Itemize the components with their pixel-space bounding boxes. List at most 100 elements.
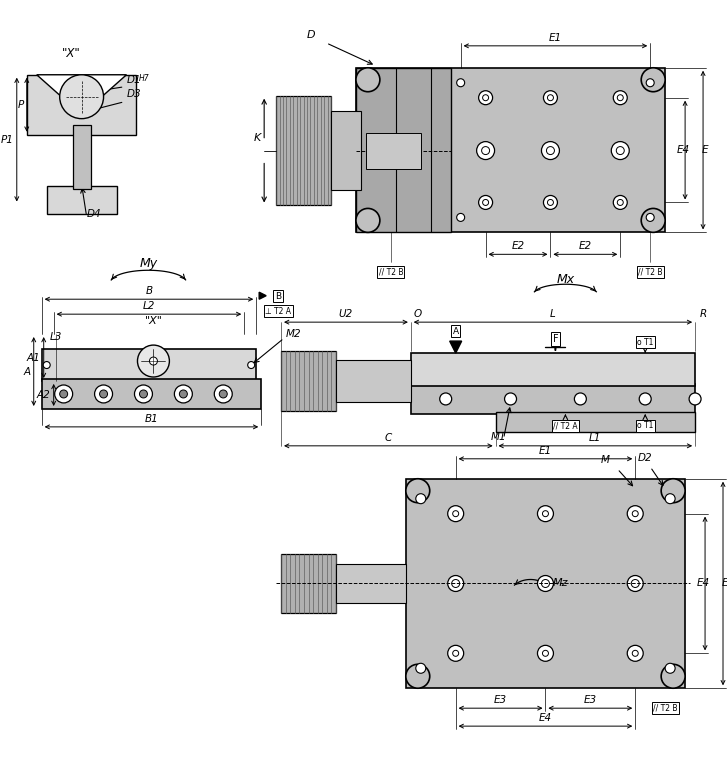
Text: C: C	[385, 433, 392, 442]
Circle shape	[406, 664, 430, 688]
Circle shape	[611, 142, 630, 159]
Text: B: B	[275, 291, 281, 301]
Circle shape	[641, 68, 665, 92]
Text: E4: E4	[539, 713, 552, 723]
Circle shape	[137, 345, 169, 377]
Circle shape	[140, 390, 148, 398]
Circle shape	[134, 385, 153, 403]
Text: A: A	[23, 367, 31, 376]
Text: R: R	[700, 309, 707, 319]
Text: E2: E2	[512, 241, 525, 251]
Bar	[356, 68, 451, 232]
Text: M1: M1	[491, 432, 506, 442]
Circle shape	[478, 196, 493, 209]
Text: E: E	[721, 578, 727, 588]
Circle shape	[542, 650, 548, 657]
Bar	[336, 360, 411, 402]
Text: D2: D2	[638, 453, 653, 463]
Circle shape	[100, 390, 108, 398]
Bar	[411, 384, 695, 414]
Circle shape	[616, 146, 624, 155]
Text: // T2 A: // T2 A	[553, 421, 578, 430]
Circle shape	[537, 505, 553, 521]
Text: D: D	[307, 30, 316, 40]
Circle shape	[689, 393, 701, 405]
Circle shape	[416, 493, 426, 504]
Bar	[27, 75, 137, 134]
Circle shape	[448, 575, 464, 591]
Circle shape	[43, 361, 50, 369]
Circle shape	[617, 95, 623, 101]
Text: D4: D4	[87, 209, 101, 219]
Text: H7: H7	[138, 74, 149, 83]
Circle shape	[614, 91, 627, 105]
Bar	[281, 553, 336, 613]
Text: E3: E3	[494, 695, 507, 705]
Circle shape	[150, 357, 158, 365]
Circle shape	[95, 385, 113, 403]
Text: My: My	[140, 257, 158, 270]
Circle shape	[547, 95, 553, 101]
Circle shape	[416, 663, 426, 673]
Circle shape	[483, 200, 489, 206]
Text: F: F	[553, 334, 558, 344]
Circle shape	[60, 390, 68, 398]
Circle shape	[632, 650, 638, 657]
Text: L: L	[550, 309, 556, 319]
Circle shape	[641, 209, 665, 232]
Circle shape	[537, 575, 553, 591]
Circle shape	[440, 393, 451, 405]
Circle shape	[356, 209, 380, 232]
Circle shape	[661, 664, 685, 688]
Circle shape	[627, 505, 643, 521]
Text: B: B	[145, 286, 153, 296]
Text: O: O	[414, 309, 422, 319]
Circle shape	[174, 385, 193, 403]
Circle shape	[214, 385, 232, 403]
Text: B1: B1	[145, 414, 158, 424]
Circle shape	[180, 390, 188, 398]
Text: E: E	[702, 145, 708, 155]
Text: "X": "X"	[63, 47, 81, 60]
Circle shape	[646, 213, 654, 222]
Text: P1: P1	[1, 134, 14, 145]
Circle shape	[505, 393, 516, 405]
Text: A1: A1	[27, 352, 41, 363]
Circle shape	[55, 385, 73, 403]
Circle shape	[537, 645, 553, 661]
Circle shape	[448, 645, 464, 661]
Text: E3: E3	[584, 695, 597, 705]
Circle shape	[632, 511, 638, 517]
Bar	[276, 96, 331, 206]
Circle shape	[457, 213, 465, 222]
Circle shape	[614, 196, 627, 209]
Text: Mx: Mx	[556, 273, 574, 286]
Bar	[47, 187, 116, 214]
Bar	[331, 111, 361, 191]
Text: L2: L2	[142, 301, 155, 311]
Circle shape	[60, 75, 103, 118]
Bar	[41, 349, 256, 381]
Circle shape	[542, 142, 559, 159]
Text: K: K	[254, 133, 261, 143]
Circle shape	[639, 393, 651, 405]
Polygon shape	[37, 75, 126, 115]
Circle shape	[248, 361, 254, 369]
Text: U2: U2	[339, 309, 353, 319]
Circle shape	[665, 663, 675, 673]
Circle shape	[451, 580, 459, 587]
Circle shape	[627, 645, 643, 661]
Bar	[356, 68, 665, 232]
Text: // T2 B: // T2 B	[638, 268, 662, 277]
Circle shape	[483, 95, 489, 101]
Text: L3: L3	[49, 332, 62, 342]
Circle shape	[448, 505, 464, 521]
Text: D1: D1	[126, 74, 141, 85]
Circle shape	[661, 479, 685, 502]
Circle shape	[542, 511, 548, 517]
Bar	[366, 133, 421, 168]
Circle shape	[477, 142, 494, 159]
Bar	[73, 124, 91, 190]
Circle shape	[542, 580, 550, 587]
Bar	[41, 379, 261, 409]
